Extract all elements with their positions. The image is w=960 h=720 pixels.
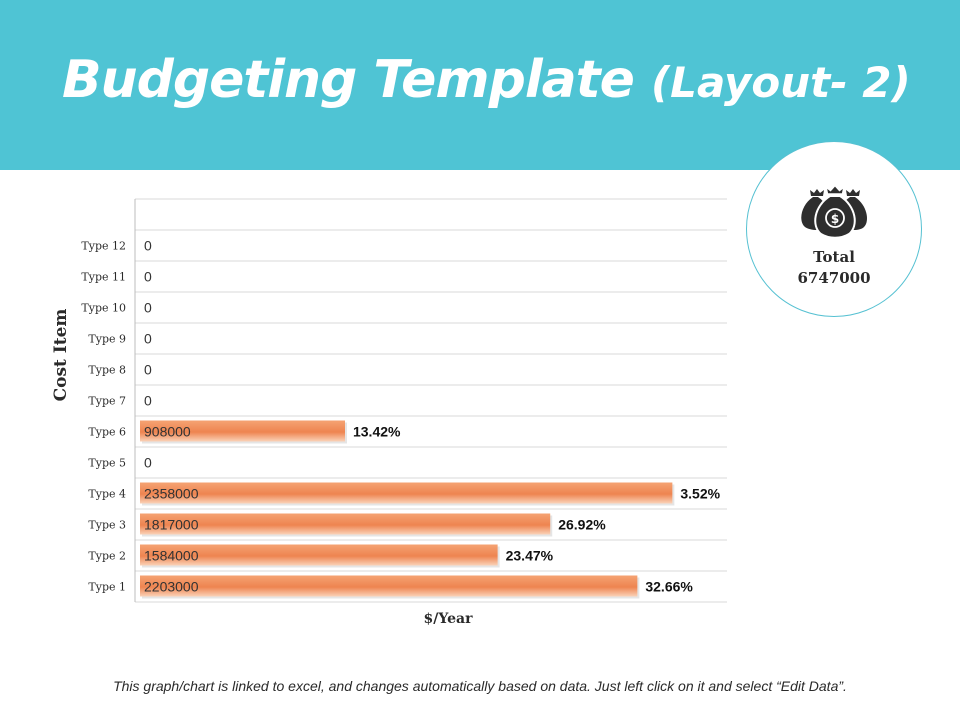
bar-percent-label: 3.52%	[680, 486, 720, 502]
bar[interactable]	[140, 544, 498, 566]
bar-value-label: 0	[144, 455, 152, 471]
bar-value-label: 0	[144, 362, 152, 378]
title-main: Budgeting Template	[62, 50, 635, 110]
category-label: Type 10	[81, 302, 126, 315]
total-value: 6747000	[797, 269, 871, 287]
category-label: Type 7	[88, 395, 126, 408]
bar-value-label: 0	[144, 300, 152, 316]
category-label: Type 11	[81, 271, 126, 284]
header-banner: Budgeting Template (Layout- 2)	[0, 0, 960, 170]
bar-value-label: 908000	[144, 424, 191, 440]
chart-gridlines	[135, 198, 727, 603]
bar-percent-label: 26.92%	[558, 517, 606, 533]
svg-text:$: $	[831, 212, 839, 226]
total-label: Total	[813, 248, 855, 266]
bar-value-label: 2203000	[144, 579, 199, 595]
chart-bars: 2203000 32.66% 1584000 23.47% 1817000 26.92% 2…	[140, 238, 721, 599]
x-axis-title: $/Year	[424, 611, 474, 627]
bar-value-label: 0	[144, 269, 152, 285]
y-axis-title: Cost Item	[51, 309, 71, 402]
bar-value-label: 0	[144, 331, 152, 347]
category-label: Type 6	[88, 426, 126, 439]
category-label: Type 5	[88, 457, 126, 470]
category-label: Type 12	[81, 240, 126, 253]
chart-category-labels: Type 1 Type 2 Type 3 Type 4 Type 5 Type 6 Type…	[81, 240, 126, 594]
bar[interactable]	[140, 420, 345, 442]
category-label: Type 3	[88, 519, 126, 532]
bar-value-label: 1817000	[144, 517, 199, 533]
page-title: Budgeting Template (Layout- 2)	[62, 44, 911, 119]
bar-percent-label: 23.47%	[506, 548, 554, 564]
title-sub: (Layout- 2)	[650, 58, 911, 107]
bar[interactable]	[140, 482, 673, 504]
category-label: Type 8	[88, 364, 126, 377]
category-label: Type 4	[88, 488, 126, 501]
bar-value-label: 0	[144, 238, 152, 254]
category-label: Type 2	[88, 550, 126, 563]
bar-percent-label: 32.66%	[645, 579, 693, 595]
category-label: Type 9	[88, 333, 126, 346]
money-bags-icon: $	[801, 184, 867, 239]
bar-value-label: 2358000	[144, 486, 199, 502]
bar-percent-label: 13.42%	[353, 424, 401, 440]
footer-note: This graph/chart is linked to excel, and…	[113, 678, 847, 694]
category-label: Type 1	[88, 581, 126, 594]
bar-value-label: 1584000	[144, 548, 199, 564]
bar[interactable]	[140, 513, 551, 535]
total-badge: $ Total 6747000	[746, 141, 922, 317]
bar-value-label: 0	[144, 393, 152, 409]
bar[interactable]	[140, 575, 638, 597]
